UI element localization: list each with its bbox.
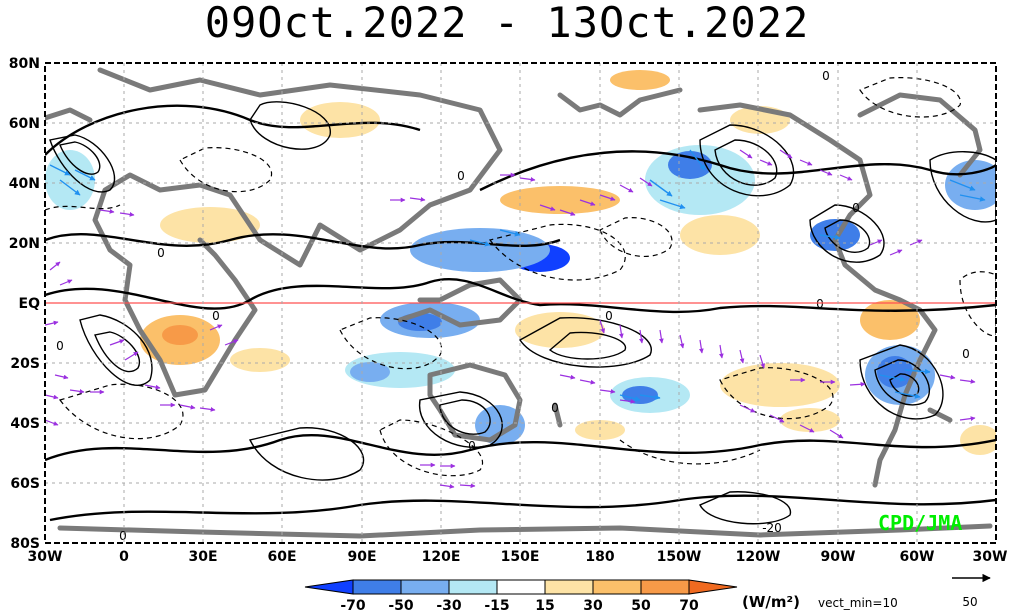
colorbar-segment: [352, 579, 402, 595]
lon-label: 30W: [28, 549, 63, 565]
vector-min-note: vect_min=10: [818, 596, 898, 610]
colorbar-segment: [544, 579, 594, 595]
vectors-purple: [45, 149, 976, 489]
lon-label: 150W: [657, 549, 702, 565]
lon-label: 30W: [973, 549, 1008, 565]
lat-label: 20N: [9, 236, 40, 252]
colorbar-segment: [448, 579, 498, 595]
lon-label: 60W: [900, 549, 935, 565]
colorbar-label: 15: [535, 598, 554, 612]
lat-label: EQ: [19, 296, 41, 312]
map-title: 09Oct.2022 - 13Oct.2022: [204, 0, 810, 47]
contour-label: 0: [119, 529, 127, 543]
contour-label: 0: [157, 246, 165, 260]
contour-label: 0: [605, 309, 613, 323]
contour-label: 0: [468, 439, 476, 453]
lon-label: 150E: [501, 549, 540, 565]
map-frame: [44, 62, 997, 544]
contour-label: 0: [551, 401, 559, 415]
contour-label: 0: [212, 309, 220, 323]
colorbar-label: 30: [583, 598, 603, 612]
lon-label: 30E: [188, 549, 217, 565]
longitude-labels: 30W 0 30E 60E 90E 120E 150E 180 150W 120…: [28, 549, 1008, 565]
lon-label: 180: [585, 549, 614, 565]
lat-label: 40S: [10, 416, 40, 432]
lon-label: 90E: [347, 549, 376, 565]
lat-label: 60S: [10, 476, 40, 492]
lat-label: 60N: [9, 116, 40, 132]
colorbar-segment: [640, 579, 690, 595]
contour-label: 0: [56, 339, 64, 353]
lon-label: 90W: [821, 549, 856, 565]
contour-label: -20: [762, 521, 782, 535]
colorbar-label: -70: [340, 598, 366, 612]
colorbar-segment: [304, 579, 354, 595]
colorbar-label: -30: [436, 598, 462, 612]
lat-label: 80N: [9, 56, 40, 72]
colorbar-label: 50: [631, 598, 651, 612]
colorbar-units: (W/m²): [742, 593, 800, 611]
contour-label: 0: [852, 201, 860, 215]
contour-labels: 0 0 0 0 0 0 0 0 0 0 0 0 -20: [56, 69, 970, 543]
latitude-labels: 80N 60N 40N 20N EQ 20S 40S 60S 80S: [9, 56, 40, 552]
contour-label: 0: [816, 297, 824, 311]
lon-label: 60E: [267, 549, 296, 565]
colorbar-segment: [592, 579, 642, 595]
colorbar-label: -50: [388, 598, 414, 612]
colorbar: [304, 579, 738, 595]
reference-vector-value: 50: [962, 595, 977, 609]
lat-label: 80S: [10, 536, 40, 552]
lon-label: 120E: [422, 549, 461, 565]
lon-label: 120W: [736, 549, 781, 565]
lon-label: 0: [119, 549, 129, 565]
contour-label: 0: [457, 169, 465, 183]
colorbar-segment: [688, 579, 738, 595]
vectors-strong: [49, 149, 986, 402]
colorbar-segment: [400, 579, 450, 595]
colorbar-labels: -70 -50 -30 -15 15 30 50 70: [340, 598, 699, 612]
lat-label: 20S: [10, 356, 40, 372]
contour-label: 0: [962, 347, 970, 361]
colorbar-segment: [496, 579, 546, 595]
colorbar-label: -15: [484, 598, 509, 612]
credit-label: CPD/JMA: [878, 511, 962, 535]
colorbar-label: 70: [679, 598, 699, 612]
grid: [45, 63, 996, 543]
contour-label: 0: [822, 69, 830, 83]
lat-label: 40N: [9, 176, 40, 192]
